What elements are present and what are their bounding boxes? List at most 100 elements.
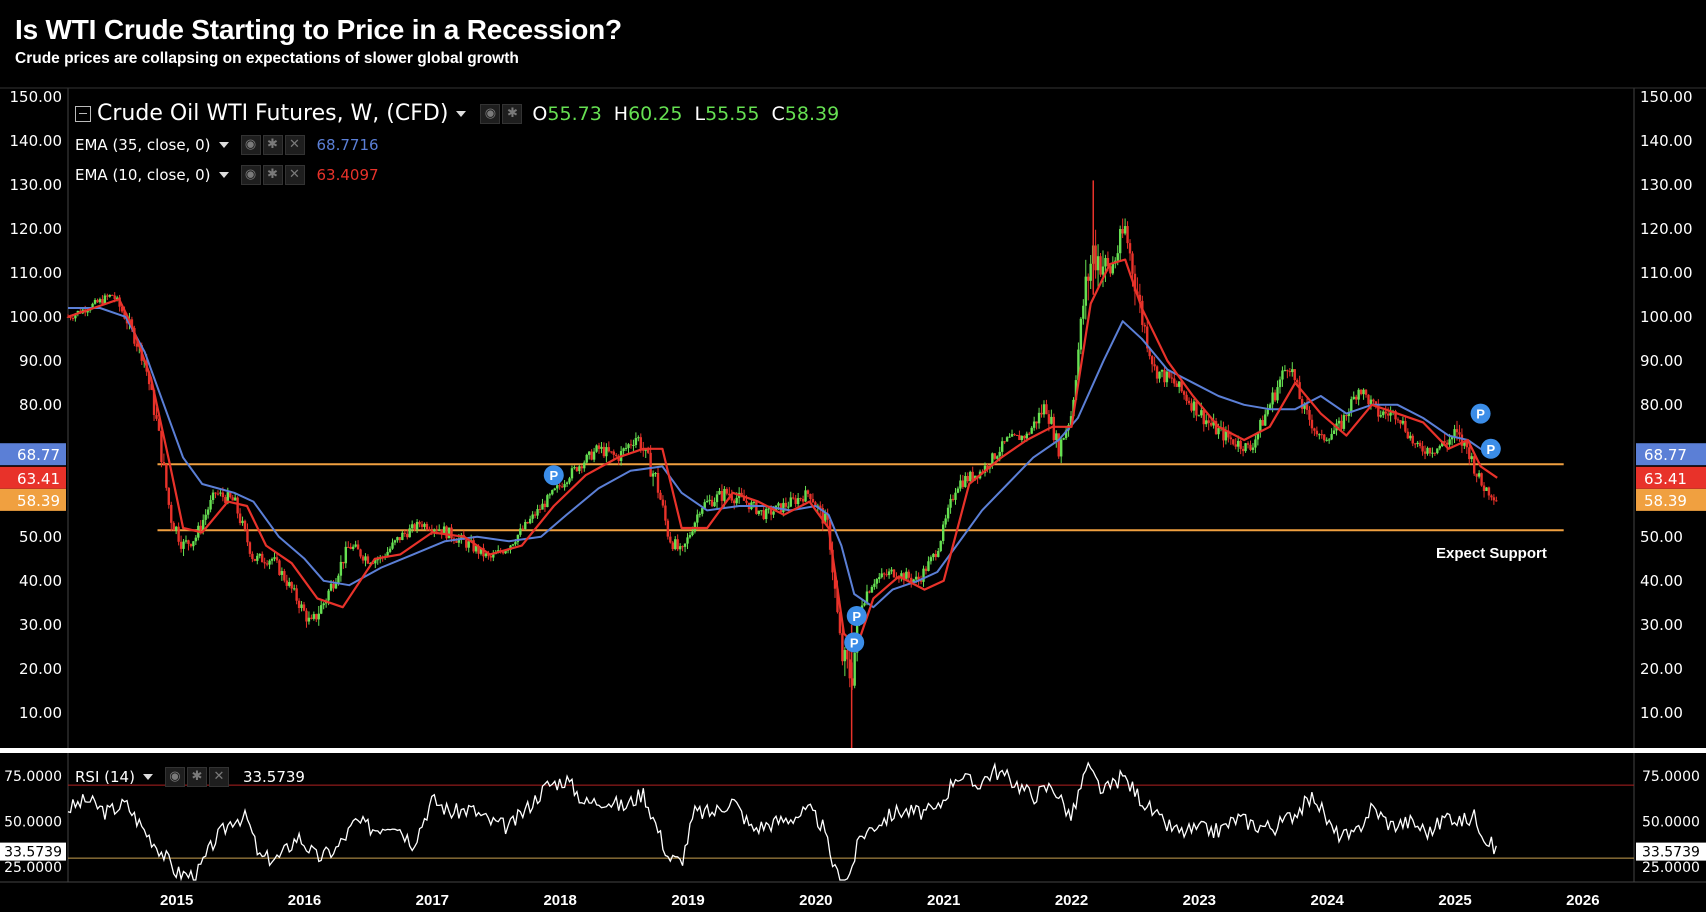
- candle-body: [1300, 399, 1304, 409]
- y-tick-label-left: 80.00: [19, 396, 62, 414]
- candle-body: [310, 617, 313, 619]
- candle-body: [1418, 442, 1422, 447]
- candle-body: [501, 551, 505, 554]
- candle-body: [966, 476, 969, 482]
- candle-body: [1074, 380, 1078, 400]
- candle-body: [189, 543, 193, 547]
- gear-icon[interactable]: ✱: [262, 135, 283, 155]
- eye-icon[interactable]: ◉: [240, 135, 261, 155]
- candle-body: [787, 506, 790, 508]
- candle-body: [1266, 409, 1269, 415]
- candle-body: [764, 508, 768, 520]
- marker-label: P: [850, 635, 859, 650]
- candle-body: [115, 297, 119, 300]
- eye-icon[interactable]: ◉: [480, 103, 501, 124]
- candle-body: [1399, 420, 1402, 424]
- candle-body: [1384, 411, 1387, 414]
- close-icon[interactable]: ✕: [284, 135, 305, 155]
- collapse-icon[interactable]: [75, 105, 91, 122]
- gear-icon[interactable]: ✱: [186, 767, 207, 787]
- candle-body: [661, 499, 665, 506]
- candle-body: [233, 497, 237, 501]
- candle-body: [1438, 446, 1441, 449]
- caret-down-icon[interactable]: [218, 172, 229, 178]
- candle-body: [900, 573, 903, 579]
- ema35-legend: EMA (35, close, 0) ◉ ✱ ✕ 68.7716: [75, 135, 379, 155]
- candle-body: [615, 454, 618, 457]
- candle-body: [794, 498, 797, 505]
- page-subtitle: Crude prices are collapsing on expectati…: [15, 50, 519, 67]
- y-tick-label-right: 140.00: [1640, 132, 1693, 150]
- close-icon[interactable]: ✕: [208, 767, 229, 787]
- candle-body: [152, 389, 156, 415]
- candle-body: [1298, 382, 1301, 400]
- candle-body: [941, 524, 945, 541]
- rsi-label[interactable]: RSI (14): [75, 768, 135, 786]
- eye-icon[interactable]: ◉: [240, 165, 261, 185]
- candle-body: [809, 493, 812, 500]
- candle-body: [157, 418, 161, 431]
- candle-body: [1414, 443, 1417, 445]
- candle-body: [779, 503, 783, 513]
- candle-body: [701, 508, 704, 514]
- candle-body: [1251, 447, 1255, 450]
- candle-body: [418, 521, 421, 525]
- candle-body: [1490, 495, 1493, 498]
- candle-body: [1458, 432, 1461, 435]
- candle-body: [1005, 437, 1009, 442]
- candle-body: [804, 490, 807, 502]
- candle-body: [133, 328, 136, 344]
- caret-down-icon[interactable]: [456, 110, 467, 117]
- close-icon[interactable]: ✕: [284, 165, 305, 185]
- candle-body: [278, 560, 281, 575]
- candle-body: [415, 521, 419, 530]
- candle-body: [592, 451, 596, 460]
- gear-icon[interactable]: ✱: [502, 103, 523, 124]
- candle-body: [113, 295, 116, 300]
- candle-body: [283, 571, 286, 581]
- candle-body: [1153, 364, 1156, 367]
- caret-down-icon[interactable]: [218, 142, 229, 148]
- candle-body: [632, 444, 635, 446]
- candle-body: [1337, 420, 1341, 424]
- candle-body: [1227, 430, 1230, 438]
- candle-body: [1256, 432, 1260, 440]
- eye-icon[interactable]: ◉: [164, 767, 185, 787]
- ema35-label[interactable]: EMA (35, close, 0): [75, 136, 211, 154]
- candle-body: [875, 579, 879, 584]
- candle-body: [666, 520, 670, 537]
- candle-body: [627, 444, 630, 448]
- candle-body: [1042, 404, 1046, 415]
- symbol-name[interactable]: Crude Oil WTI Futures, W, (CFD): [97, 101, 449, 126]
- candle-body: [1268, 404, 1272, 410]
- candle-body: [1465, 441, 1469, 448]
- candle-body: [1059, 439, 1063, 457]
- candle-body: [1028, 433, 1031, 435]
- y-tick-label-left: 120.00: [10, 220, 63, 238]
- rsi-badge-left-label: 33.5739: [4, 845, 62, 861]
- caret-down-icon[interactable]: [142, 774, 153, 780]
- candle-body: [1482, 485, 1486, 491]
- candle-body: [792, 497, 795, 499]
- candle-body: [1079, 318, 1083, 350]
- ema10-label[interactable]: EMA (10, close, 0): [75, 166, 211, 184]
- candle-body: [725, 488, 729, 494]
- candle-body: [1477, 473, 1481, 477]
- candle-body: [843, 650, 847, 662]
- price-badge-left-label: 58.39: [17, 492, 60, 510]
- candle-body: [1364, 389, 1368, 395]
- candle-body: [170, 504, 173, 523]
- candle-body: [863, 603, 866, 606]
- candle-body: [236, 497, 239, 514]
- gear-icon[interactable]: ✱: [262, 165, 283, 185]
- candle-body: [398, 537, 402, 541]
- candle-body: [1222, 427, 1225, 441]
- candle-body: [1259, 420, 1262, 433]
- candle-body: [1207, 420, 1210, 423]
- candle-body: [1121, 229, 1124, 234]
- candle-body: [1421, 446, 1424, 452]
- candle-body: [597, 445, 601, 449]
- candle-body: [678, 546, 682, 550]
- y-tick-label-right: 40.00: [1640, 572, 1683, 590]
- candle-body: [231, 497, 234, 501]
